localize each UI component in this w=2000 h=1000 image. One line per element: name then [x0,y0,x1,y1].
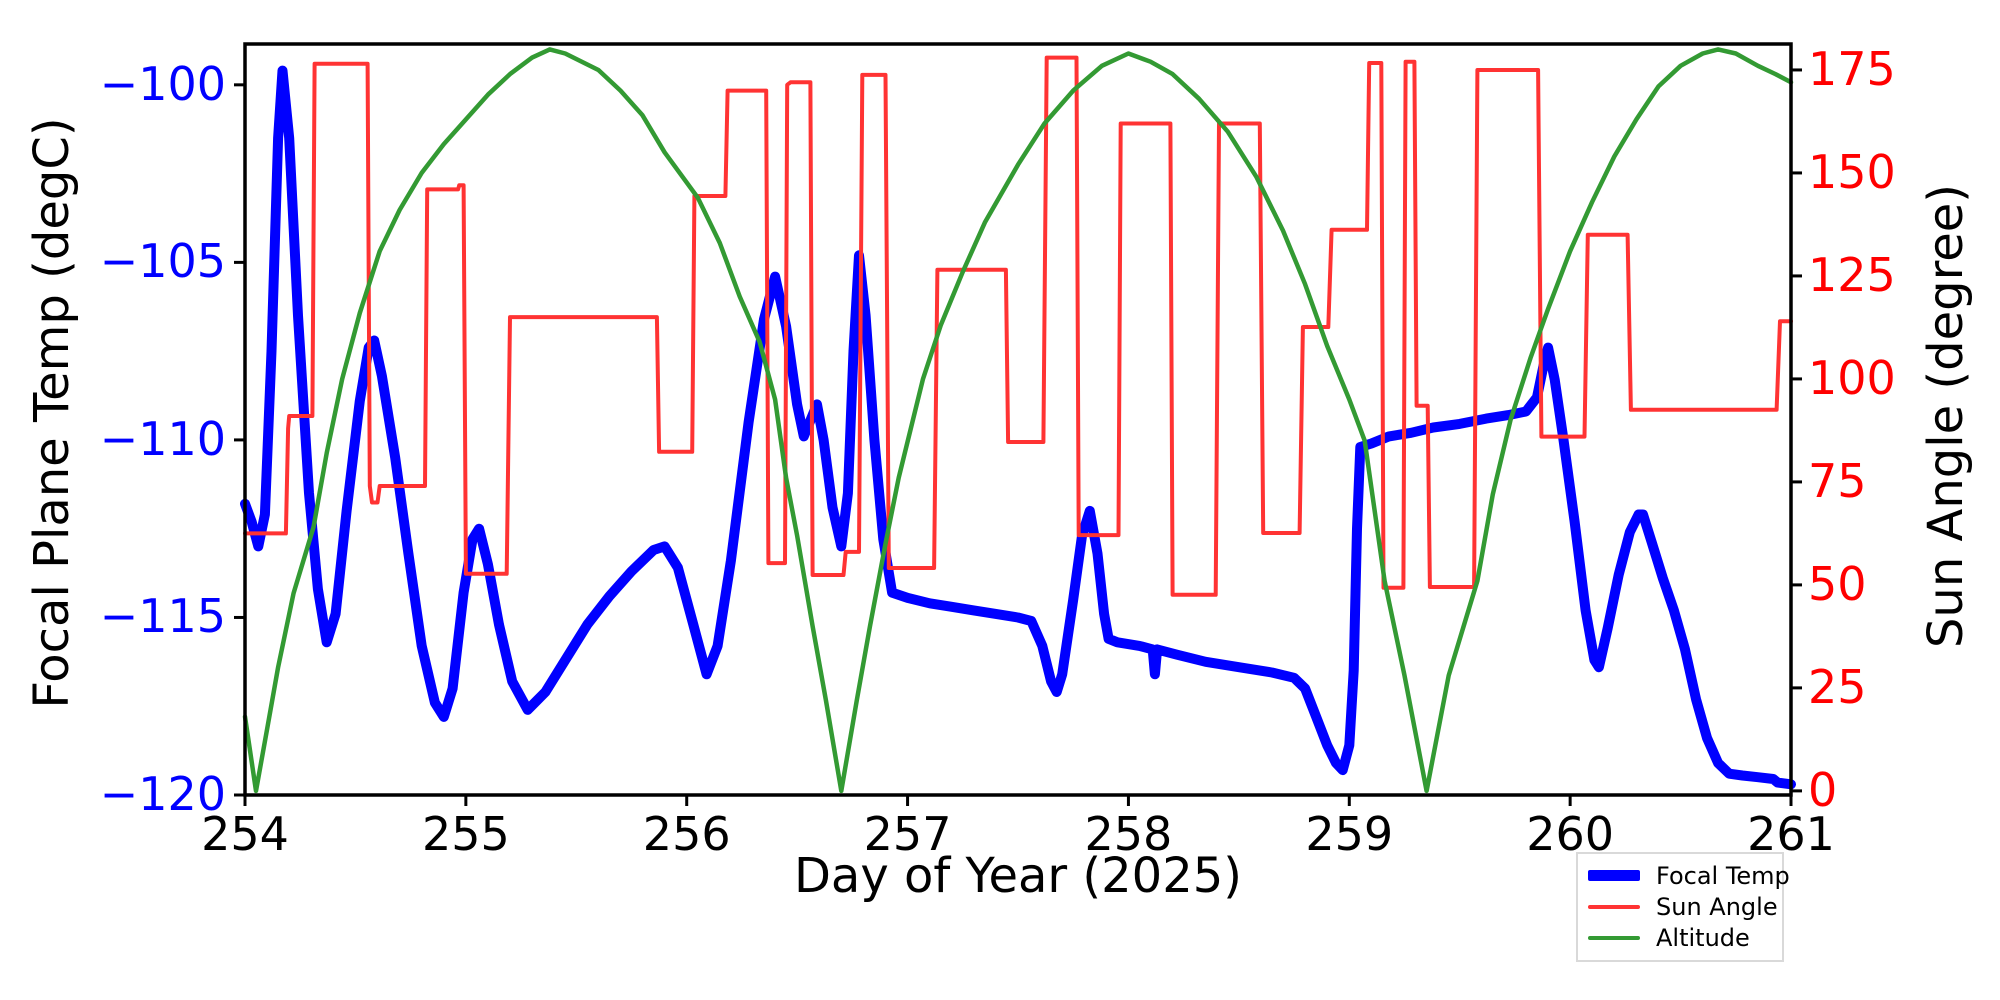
y-right-tick-label: 0 [1808,762,1838,817]
x-tick-label: 254 [201,807,289,861]
y-right-tick-label: 100 [1808,350,1896,405]
legend-item-sun-angle: Sun Angle [1588,891,1778,922]
y-right-tick-label: 150 [1808,144,1896,199]
axes-spines [243,42,1793,797]
focal-temp-line [240,65,1796,790]
x-tick-label: 257 [863,807,952,861]
x-tick-label: 259 [1305,807,1394,861]
y-left-tick-label: −115 [99,589,226,644]
legend: Focal Temp Sun Angle Altitude [1576,852,1790,962]
x-tick-label: 256 [642,807,731,861]
y-left-tick-label: −100 [99,56,226,111]
legend-item-focal-temp: Focal Temp [1588,860,1790,891]
x-tick-label: 255 [421,807,510,861]
y-right-tick-label: 25 [1808,659,1867,714]
y-left-tick-label: −105 [99,234,226,289]
y-right-tick-label: 125 [1808,247,1896,302]
legend-line-swatch [1588,904,1640,909]
legend-label: Focal Temp [1656,861,1790,890]
y-axis-label-left: Focal Plane Temp (degC) [24,117,80,709]
x-tick-label: 261 [1747,807,1835,861]
legend-line-swatch [1588,936,1640,941]
y-right-tick-label: 50 [1808,556,1867,611]
y-right-tick-label: 175 [1808,41,1896,96]
legend-label: Altitude [1656,924,1750,953]
x-axis-label: Day of Year (2025) [793,848,1243,904]
x-tick-label: 260 [1526,807,1615,861]
legend-item-altitude: Altitude [1588,923,1772,954]
y-right-tick-label: 75 [1808,453,1867,508]
sun-angle-line [243,55,1793,597]
legend-line-swatch [1588,870,1640,882]
x-tick-label: 258 [1084,807,1173,861]
altitude-line [242,47,1794,794]
legend-label: Sun Angle [1656,892,1778,921]
y-left-tick-label: −120 [99,767,226,821]
y-left-tick-label: −110 [99,411,226,466]
